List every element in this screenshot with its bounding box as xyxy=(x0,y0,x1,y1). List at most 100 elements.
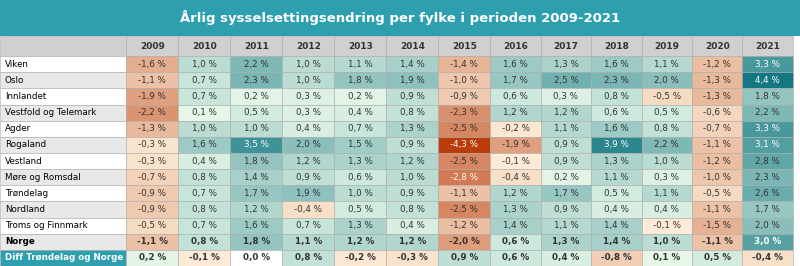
Text: 1,4 %: 1,4 % xyxy=(503,221,528,230)
FancyBboxPatch shape xyxy=(742,36,793,56)
FancyBboxPatch shape xyxy=(591,121,642,137)
Text: 1,3 %: 1,3 % xyxy=(348,221,373,230)
Text: -0,2 %: -0,2 % xyxy=(345,253,376,263)
FancyBboxPatch shape xyxy=(230,185,282,201)
FancyBboxPatch shape xyxy=(591,137,642,153)
Text: 2,2 %: 2,2 % xyxy=(244,60,269,69)
Text: 1,7 %: 1,7 % xyxy=(755,205,780,214)
FancyBboxPatch shape xyxy=(178,153,230,169)
Text: -0,2 %: -0,2 % xyxy=(502,124,530,133)
FancyBboxPatch shape xyxy=(541,105,591,121)
Text: 1,7 %: 1,7 % xyxy=(554,189,578,198)
Text: 2014: 2014 xyxy=(400,41,425,51)
Text: 2,3 %: 2,3 % xyxy=(755,173,780,182)
Text: 1,4 %: 1,4 % xyxy=(400,60,425,69)
FancyBboxPatch shape xyxy=(230,250,282,266)
FancyBboxPatch shape xyxy=(126,201,178,218)
FancyBboxPatch shape xyxy=(386,36,438,56)
Text: 1,9 %: 1,9 % xyxy=(400,76,425,85)
FancyBboxPatch shape xyxy=(490,201,541,218)
FancyBboxPatch shape xyxy=(490,72,541,88)
FancyBboxPatch shape xyxy=(0,121,126,137)
FancyBboxPatch shape xyxy=(126,56,178,72)
Text: -1,1 %: -1,1 % xyxy=(702,237,733,246)
FancyBboxPatch shape xyxy=(386,88,438,105)
Text: -2,0 %: -2,0 % xyxy=(449,237,480,246)
FancyBboxPatch shape xyxy=(490,121,541,137)
Text: 0,4 %: 0,4 % xyxy=(400,221,425,230)
Text: 3,5 %: 3,5 % xyxy=(244,140,269,149)
Text: 2,0 %: 2,0 % xyxy=(296,140,321,149)
FancyBboxPatch shape xyxy=(642,234,692,250)
Text: -2,5 %: -2,5 % xyxy=(450,205,478,214)
Text: 0,7 %: 0,7 % xyxy=(192,189,217,198)
Text: 0,9 %: 0,9 % xyxy=(554,140,578,149)
FancyBboxPatch shape xyxy=(230,56,282,72)
FancyBboxPatch shape xyxy=(591,105,642,121)
Text: -1,5 %: -1,5 % xyxy=(703,221,731,230)
FancyBboxPatch shape xyxy=(692,201,742,218)
FancyBboxPatch shape xyxy=(178,185,230,201)
Text: 2,2 %: 2,2 % xyxy=(654,140,679,149)
FancyBboxPatch shape xyxy=(0,250,126,266)
Text: 1,1 %: 1,1 % xyxy=(654,189,679,198)
FancyBboxPatch shape xyxy=(742,250,793,266)
Text: 2009: 2009 xyxy=(140,41,165,51)
FancyBboxPatch shape xyxy=(490,88,541,105)
Text: 1,6 %: 1,6 % xyxy=(604,60,629,69)
FancyBboxPatch shape xyxy=(0,88,126,105)
FancyBboxPatch shape xyxy=(642,56,692,72)
FancyBboxPatch shape xyxy=(126,137,178,153)
FancyBboxPatch shape xyxy=(178,121,230,137)
Text: -0,5 %: -0,5 % xyxy=(703,189,731,198)
Text: 1,8 %: 1,8 % xyxy=(242,237,270,246)
FancyBboxPatch shape xyxy=(742,88,793,105)
FancyBboxPatch shape xyxy=(282,36,334,56)
FancyBboxPatch shape xyxy=(230,234,282,250)
FancyBboxPatch shape xyxy=(178,88,230,105)
FancyBboxPatch shape xyxy=(178,201,230,218)
FancyBboxPatch shape xyxy=(438,153,490,169)
Text: 1,1 %: 1,1 % xyxy=(654,60,679,69)
Text: -2,3 %: -2,3 % xyxy=(450,108,478,117)
Text: 2017: 2017 xyxy=(554,41,578,51)
Text: 2019: 2019 xyxy=(654,41,679,51)
FancyBboxPatch shape xyxy=(692,137,742,153)
Text: 1,1 %: 1,1 % xyxy=(294,237,322,246)
Text: Rogaland: Rogaland xyxy=(5,140,46,149)
FancyBboxPatch shape xyxy=(282,218,334,234)
FancyBboxPatch shape xyxy=(692,56,742,72)
Text: 1,3 %: 1,3 % xyxy=(400,124,425,133)
Text: 0,8 %: 0,8 % xyxy=(604,92,629,101)
FancyBboxPatch shape xyxy=(282,72,334,88)
Text: 0,6 %: 0,6 % xyxy=(604,108,629,117)
FancyBboxPatch shape xyxy=(692,185,742,201)
Text: Viken: Viken xyxy=(5,60,29,69)
Text: -1,1 %: -1,1 % xyxy=(137,237,168,246)
FancyBboxPatch shape xyxy=(334,185,386,201)
Text: 1,1 %: 1,1 % xyxy=(348,60,373,69)
Text: 1,0 %: 1,0 % xyxy=(244,124,269,133)
FancyBboxPatch shape xyxy=(438,185,490,201)
FancyBboxPatch shape xyxy=(282,185,334,201)
FancyBboxPatch shape xyxy=(334,137,386,153)
FancyBboxPatch shape xyxy=(334,169,386,185)
Text: 0,4 %: 0,4 % xyxy=(552,253,580,263)
FancyBboxPatch shape xyxy=(334,201,386,218)
Text: 1,1 %: 1,1 % xyxy=(554,221,578,230)
FancyBboxPatch shape xyxy=(282,234,334,250)
FancyBboxPatch shape xyxy=(334,153,386,169)
Text: 1,2 %: 1,2 % xyxy=(244,205,269,214)
Text: 2013: 2013 xyxy=(348,41,373,51)
FancyBboxPatch shape xyxy=(591,88,642,105)
FancyBboxPatch shape xyxy=(591,234,642,250)
Text: -2,8 %: -2,8 % xyxy=(450,173,478,182)
Text: 3,0 %: 3,0 % xyxy=(754,237,782,246)
Text: 1,0 %: 1,0 % xyxy=(192,60,217,69)
FancyBboxPatch shape xyxy=(742,185,793,201)
FancyBboxPatch shape xyxy=(230,169,282,185)
FancyBboxPatch shape xyxy=(591,72,642,88)
FancyBboxPatch shape xyxy=(178,137,230,153)
Text: 1,6 %: 1,6 % xyxy=(192,140,217,149)
Text: 0,0 %: 0,0 % xyxy=(243,253,270,263)
